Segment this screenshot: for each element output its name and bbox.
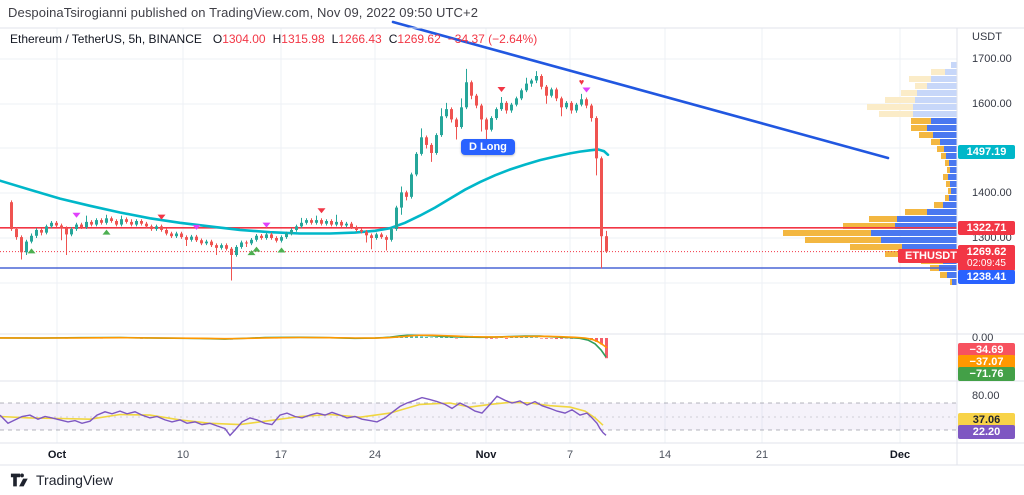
ohlc-close: C1269.62 — [388, 32, 441, 46]
macd-line-badge: −71.76 — [958, 367, 1015, 381]
sell-marker — [582, 87, 591, 93]
support-level-badge: 1238.41 — [958, 270, 1015, 284]
grid-lines — [0, 28, 957, 443]
ohlc-high: H1315.98 — [272, 32, 325, 46]
tradingview-footer[interactable]: TradingView — [10, 472, 113, 488]
long-position-label[interactable]: D Long — [461, 139, 515, 155]
price-axis-label: 1600.00 — [972, 98, 1012, 110]
current-price-value: 1269.62 — [966, 246, 1007, 258]
price-axis-label: 80.00 — [972, 390, 1000, 402]
stoch-pane — [0, 395, 607, 437]
macd-pane — [0, 334, 608, 359]
candlestick-series — [10, 68, 608, 281]
publish-watermark: DespoinaTsirogianni published on Trading… — [8, 5, 479, 20]
sell-marker — [497, 87, 506, 93]
tradingview-logo-icon — [10, 473, 28, 487]
price-axis-label: 0.00 — [972, 332, 994, 344]
price-level-lines — [0, 227, 957, 269]
sell-marker — [262, 222, 271, 228]
candle-countdown: 02:09:45 — [967, 258, 1006, 269]
macd-signal-badge: −37.07 — [958, 355, 1015, 369]
ohlc-low: L1266.43 — [331, 32, 382, 46]
buy-marker — [247, 250, 256, 256]
sell-marker — [157, 214, 166, 220]
ohlc-open: O1304.00 — [212, 32, 266, 46]
stoch-ma-badge: 37.06 — [958, 413, 1015, 427]
descending-trendline — [391, 20, 890, 160]
time-axis-label: Oct — [47, 449, 67, 461]
buy-marker — [27, 248, 36, 254]
buy-marker — [252, 246, 261, 252]
stoch-line-badge: 22.20 — [958, 425, 1015, 439]
change-value: −34.37 (−2.64%) — [447, 32, 538, 46]
volume-profile — [783, 62, 957, 285]
axis-currency-label: USDT — [972, 31, 1002, 43]
buy-marker — [277, 247, 286, 253]
time-axis-label: 17 — [274, 449, 288, 461]
pane-dividers — [0, 27, 1024, 466]
signal-markers: ♥ — [27, 77, 591, 256]
time-axis-label: 10 — [176, 449, 190, 461]
time-axis-label: Nov — [475, 449, 497, 461]
price-axis-label: 1700.00 — [972, 53, 1012, 65]
symbol-legend[interactable]: Ethereum / TetherUS, 5h, BINANCE O1304.0… — [10, 32, 537, 46]
time-axis-label: 7 — [566, 449, 574, 461]
symbol-title: Ethereum / TetherUS, 5h, BINANCE — [10, 32, 202, 46]
heart-marker: ♥ — [579, 77, 584, 87]
sell-marker — [317, 208, 326, 214]
ma-value-badge: 1497.19 — [958, 145, 1015, 159]
time-axis-label: 21 — [755, 449, 769, 461]
time-axis-label: 14 — [658, 449, 672, 461]
ma-line — [0, 148, 610, 235]
price-axis-label: 1400.00 — [972, 187, 1012, 199]
stoch-band — [0, 402, 957, 431]
symbol-price-tag: ETHUSDT — [898, 249, 964, 263]
time-axis-label: Dec — [889, 449, 911, 461]
alert-level-badge: 1322.71 — [958, 221, 1015, 235]
tradingview-brand-text: TradingView — [36, 472, 114, 488]
macd-hist-badge: −34.69 — [958, 343, 1015, 357]
buy-marker — [102, 229, 111, 235]
sell-marker — [192, 224, 201, 230]
time-axis-label: 24 — [368, 449, 382, 461]
price-axis-label: 1300.00 — [972, 232, 1012, 244]
sell-marker — [72, 212, 81, 218]
current-price-badge: 1269.62 02:09:45 — [958, 245, 1015, 271]
